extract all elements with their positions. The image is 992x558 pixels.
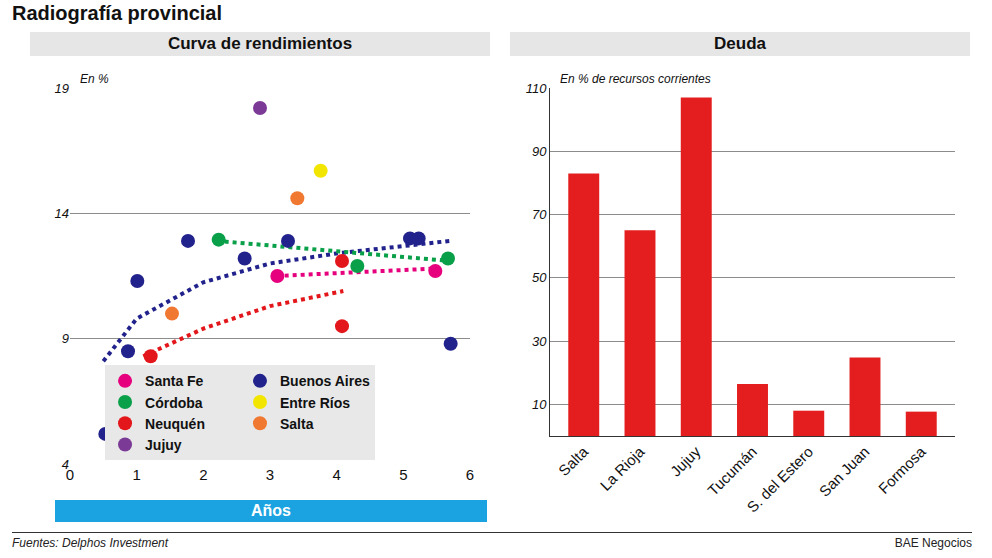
svg-text:6: 6 bbox=[466, 466, 474, 483]
svg-text:S. del Estero: S. del Estero bbox=[743, 443, 816, 516]
html-text:Radiografía provincial: Radiografía provincial bbox=[12, 2, 223, 24]
svg-text:Jujuy: Jujuy bbox=[145, 437, 182, 453]
svg-text:Formosa: Formosa bbox=[875, 442, 929, 496]
svg-text:Tucumán: Tucumán bbox=[704, 443, 760, 499]
svg-text:5: 5 bbox=[399, 466, 407, 483]
svg-text:Entre Ríos: Entre Ríos bbox=[280, 395, 350, 411]
html-text:Curva de rendimientos: Curva de rendimientos bbox=[167, 34, 353, 53]
svg-text:Salta: Salta bbox=[280, 416, 314, 432]
svg-text:Jujuy: Jujuy bbox=[667, 443, 704, 480]
svg-text:14: 14 bbox=[55, 206, 69, 221]
svg-text:3: 3 bbox=[266, 466, 274, 483]
svg-text:30: 30 bbox=[532, 334, 547, 349]
svg-text:90: 90 bbox=[532, 144, 547, 159]
svg-text:En %: En % bbox=[80, 72, 109, 86]
svg-text:La Rioja: La Rioja bbox=[596, 442, 647, 493]
svg-text:0: 0 bbox=[66, 466, 74, 483]
svg-text:San Juan: San Juan bbox=[816, 443, 873, 500]
svg-text:50: 50 bbox=[532, 270, 547, 285]
svg-text:En % de recursos corrientes: En % de recursos corrientes bbox=[560, 72, 711, 86]
svg-text:Buenos Aires: Buenos Aires bbox=[280, 373, 370, 389]
svg-text:4: 4 bbox=[62, 457, 69, 472]
html-text:Fuentes: Delphos Investment: Fuentes: Delphos Investment bbox=[12, 536, 169, 550]
svg-text:4: 4 bbox=[332, 466, 340, 483]
svg-text:2: 2 bbox=[199, 466, 207, 483]
svg-text:Santa Fe: Santa Fe bbox=[145, 373, 204, 389]
svg-text:19: 19 bbox=[55, 81, 69, 96]
svg-text:10: 10 bbox=[532, 397, 547, 412]
html-text:Años: Años bbox=[251, 502, 291, 519]
svg-text:Neuquén: Neuquén bbox=[145, 416, 205, 432]
svg-text:110: 110 bbox=[526, 81, 547, 96]
html-text:Deuda: Deuda bbox=[714, 34, 766, 53]
html-text:BAE Negocios: BAE Negocios bbox=[894, 536, 972, 550]
svg-text:Córdoba: Córdoba bbox=[145, 395, 203, 411]
svg-text:1: 1 bbox=[132, 466, 140, 483]
svg-text:9: 9 bbox=[62, 331, 69, 346]
svg-text:Salta: Salta bbox=[555, 442, 592, 479]
svg-text:70: 70 bbox=[532, 207, 547, 222]
